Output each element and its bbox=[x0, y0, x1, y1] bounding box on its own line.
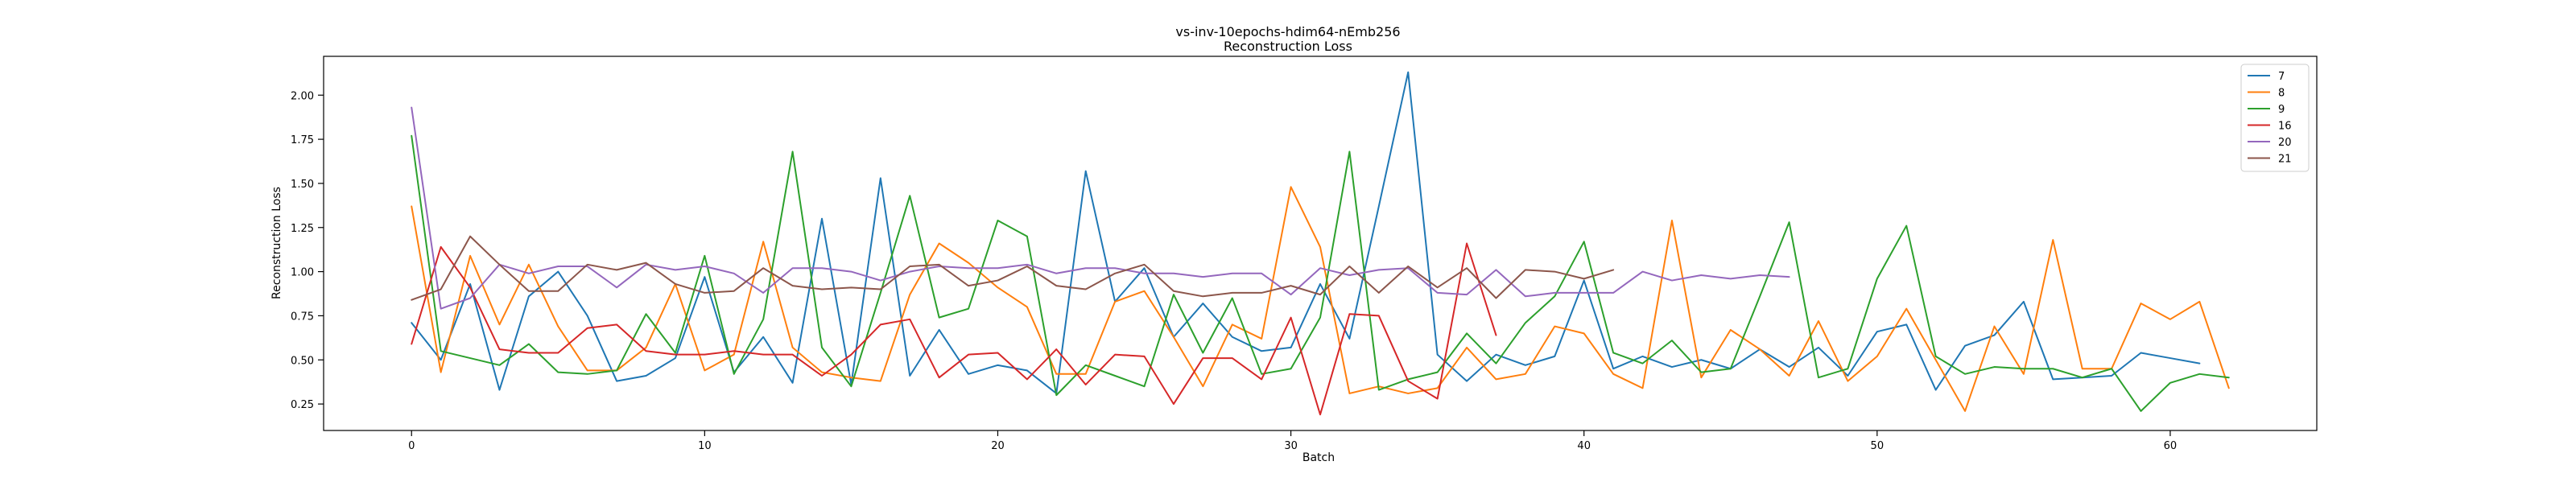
y-tick-label: 2.00 bbox=[291, 90, 314, 102]
chart-subtitle: Reconstruction Loss bbox=[1224, 39, 1352, 54]
legend-label-9: 9 bbox=[2278, 104, 2285, 116]
x-tick-label: 20 bbox=[991, 440, 1005, 452]
y-tick-label: 1.75 bbox=[291, 134, 314, 146]
series-line-21 bbox=[411, 235, 1615, 301]
series-line-7 bbox=[411, 71, 2201, 394]
legend-label-20: 20 bbox=[2278, 137, 2292, 149]
x-tick-label: 40 bbox=[1577, 440, 1591, 452]
y-tick-label: 0.25 bbox=[291, 399, 314, 411]
y-tick-label: 1.50 bbox=[291, 179, 314, 191]
y-tick-label: 0.50 bbox=[291, 355, 314, 367]
legend-label-16: 16 bbox=[2278, 121, 2292, 133]
x-tick-label: 50 bbox=[1871, 440, 1885, 452]
legend-label-8: 8 bbox=[2278, 88, 2285, 100]
x-tick-label: 30 bbox=[1284, 440, 1298, 452]
y-tick-label: 0.75 bbox=[291, 311, 314, 323]
series-line-20 bbox=[411, 106, 1790, 310]
x-tick-label: 0 bbox=[408, 440, 415, 452]
series-line-9 bbox=[411, 134, 2230, 412]
plot-frame bbox=[323, 56, 2318, 431]
y-axis-label: Reconstruction Loss bbox=[270, 187, 283, 299]
y-tick-label: 1.25 bbox=[291, 223, 314, 235]
legend-box bbox=[2240, 64, 2310, 172]
series-line-8 bbox=[411, 186, 2230, 412]
legend: 7 8 9 16 20 21 bbox=[2240, 64, 2310, 172]
legend-label-21: 21 bbox=[2278, 154, 2292, 166]
series-line-16 bbox=[411, 242, 1497, 416]
legend-label-7: 7 bbox=[2278, 71, 2285, 83]
x-tick-label: 10 bbox=[698, 440, 712, 452]
plot-area: 0 10 20 30 40 50 60 0.25 0.50 0.75 1.00 1.25 1.50 1.7… bbox=[291, 56, 2318, 452]
y-tick-label: 1.00 bbox=[291, 267, 314, 279]
x-tick-label: 60 bbox=[2164, 440, 2178, 452]
chart-title: vs-inv-10epochs-hdim64-nEmb256 bbox=[1175, 24, 1400, 39]
x-axis-label: Batch bbox=[1302, 451, 1335, 464]
